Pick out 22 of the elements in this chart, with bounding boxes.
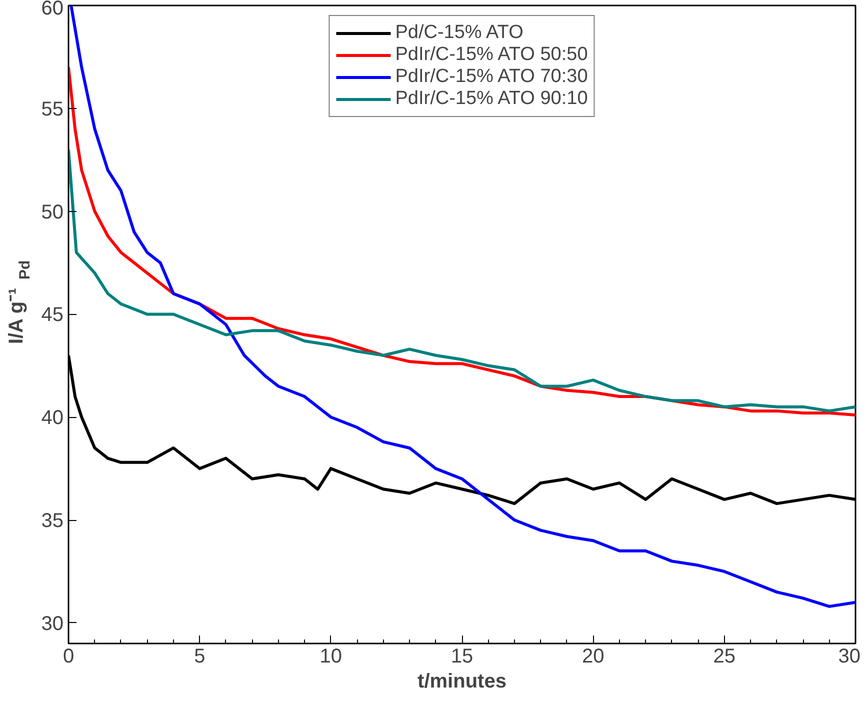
y-tick-label: 50: [41, 201, 64, 224]
y-tick-label: 35: [41, 510, 64, 532]
y-axis-title: I/A g⁻¹ Pd: [6, 260, 34, 344]
x-tick-label: 25: [713, 646, 736, 668]
y-tick-label: 30: [41, 612, 64, 635]
line-series: [70, 6, 856, 608]
legend-label: PdIr/C-15% ATO 90:10: [395, 88, 588, 110]
y-tick-label: 60: [41, 0, 64, 20]
x-tick-label: 30: [838, 646, 861, 668]
line-series: [68, 148, 856, 412]
x-tick-label: 20: [582, 646, 604, 668]
y-tick-label: 45: [41, 304, 64, 326]
x-tick-label: 0: [62, 646, 74, 668]
x-tick-label: 15: [450, 646, 474, 668]
x-axis-title: t/minutes: [418, 670, 506, 692]
legend-label: PdIr/C-15% ATO 70:30: [395, 66, 588, 88]
y-tick-label: 40: [41, 407, 64, 430]
legend-label: PdIr/C-15% ATO 50:50: [395, 44, 588, 66]
x-tick-label: 5: [194, 646, 206, 668]
legend-label: Pd/C-15% ATO: [395, 22, 524, 44]
x-tick-label: 10: [320, 646, 342, 668]
y-tick-label: 55: [41, 98, 64, 120]
